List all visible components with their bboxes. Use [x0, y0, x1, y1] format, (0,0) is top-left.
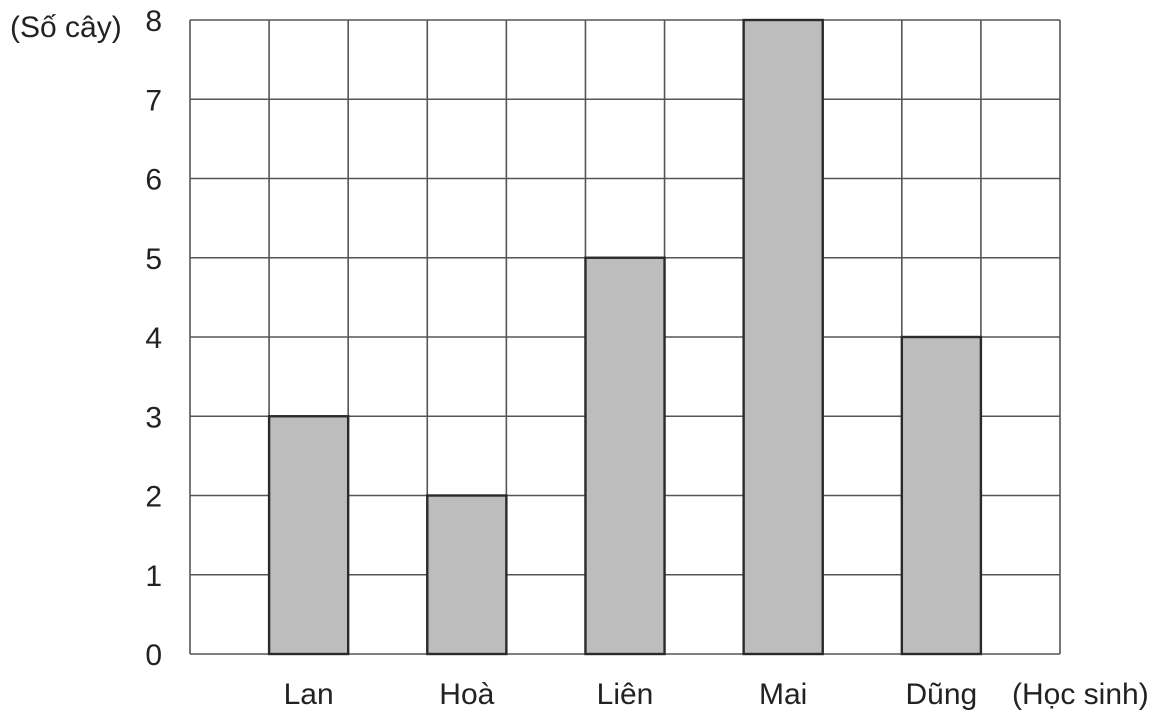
- x-tick-label: Lan: [284, 678, 334, 711]
- bar-3: [584, 256, 666, 656]
- bar-5: [900, 335, 983, 656]
- y-tick-label: 8: [145, 5, 162, 38]
- y-axis-label: (Số cây): [10, 11, 122, 44]
- bar-4: [742, 18, 824, 656]
- x-tick-label: Mai: [759, 678, 807, 711]
- y-tick-label: 4: [145, 322, 162, 355]
- x-axis-ticks: Lan Hoà Liên Mai Dũng: [284, 678, 978, 711]
- y-tick-label: 5: [145, 243, 162, 276]
- y-tick-label: 3: [145, 401, 162, 434]
- x-tick-label: Dũng: [906, 678, 978, 711]
- y-axis-ticks: 0 1 2 3 4 5 6 7 8: [145, 5, 162, 672]
- y-tick-label: 0: [145, 639, 162, 672]
- y-tick-label: 1: [145, 560, 162, 593]
- x-tick-label: Hoà: [439, 678, 494, 711]
- y-tick-label: 2: [145, 481, 162, 514]
- bar-2: [426, 494, 508, 656]
- y-tick-label: 6: [145, 164, 162, 197]
- chart-bars: [267, 18, 983, 656]
- bar-1: [267, 415, 350, 656]
- y-tick-label: 7: [145, 84, 162, 117]
- x-tick-label: Liên: [597, 678, 654, 711]
- x-axis-label: (Học sinh): [1012, 678, 1149, 711]
